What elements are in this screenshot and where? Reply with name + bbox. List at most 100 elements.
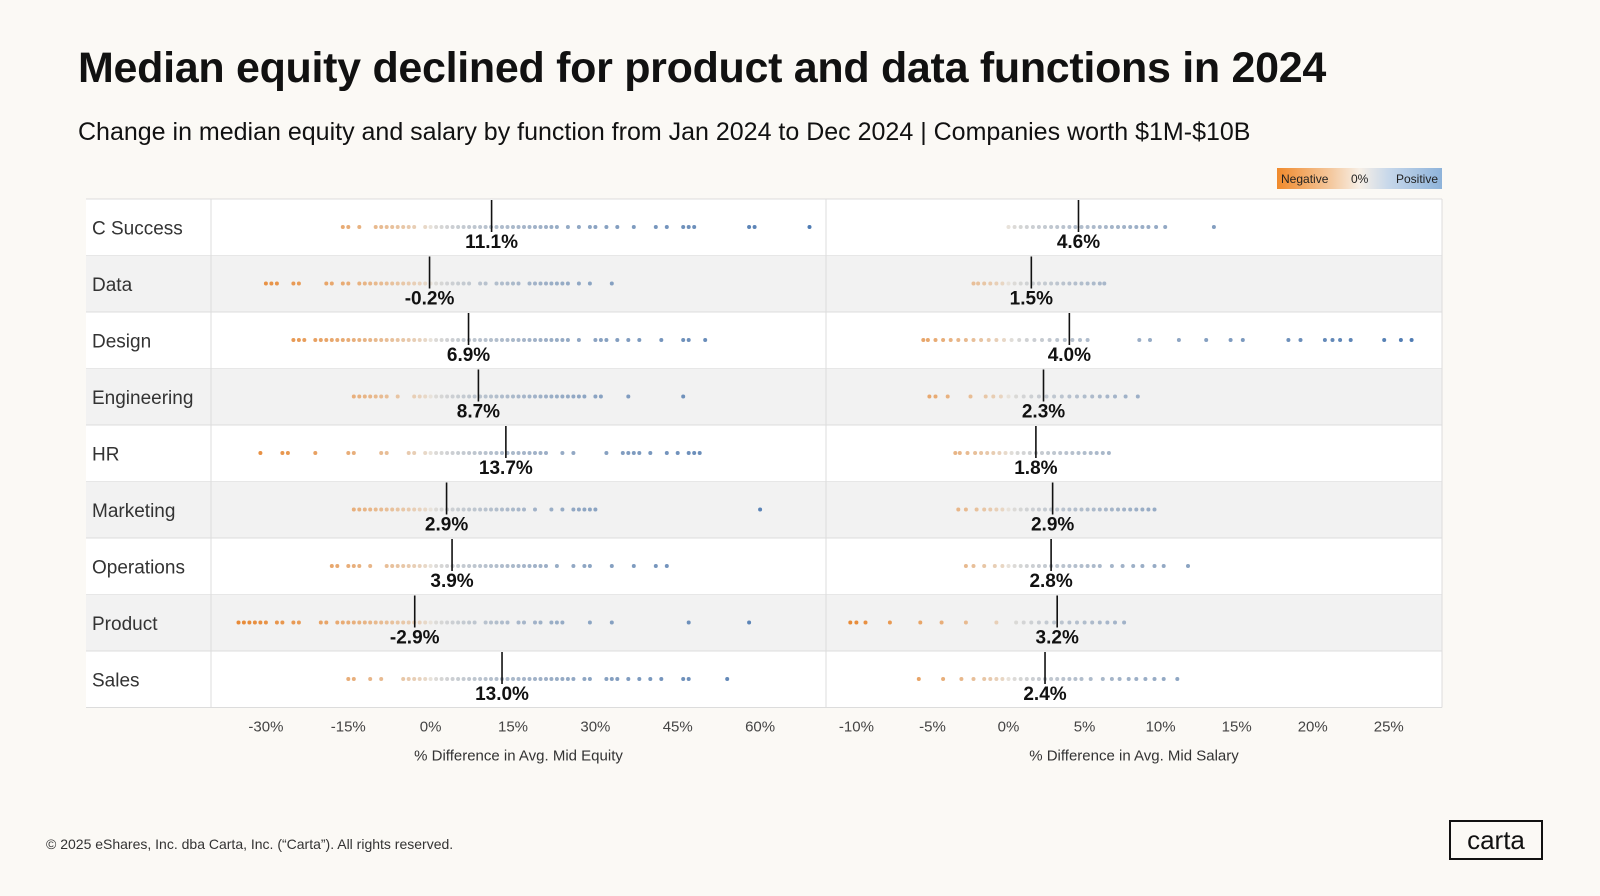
data-point: [991, 451, 996, 455]
data-point: [681, 394, 686, 399]
legend-negative-label: Negative: [1281, 172, 1329, 186]
data-point: [1091, 281, 1096, 286]
data-point: [1012, 225, 1017, 229]
data-point: [516, 564, 521, 568]
data-point: [1088, 451, 1093, 455]
x-tick-label: 15%: [1222, 719, 1252, 736]
data-point: [1091, 564, 1096, 568]
data-point: [379, 338, 384, 342]
data-point: [968, 394, 973, 399]
data-point: [346, 620, 351, 625]
data-point: [368, 281, 373, 286]
data-point: [456, 281, 461, 286]
data-point: [1128, 507, 1133, 512]
data-point: [686, 677, 691, 681]
data-point: [522, 677, 526, 681]
data-point: [956, 507, 961, 512]
row-band: [86, 481, 1442, 538]
data-point: [1097, 620, 1102, 625]
data-point: [379, 451, 384, 455]
data-point: [439, 338, 444, 342]
data-point: [406, 677, 411, 681]
data-point: [626, 451, 631, 455]
data-point: [478, 225, 483, 229]
data-point: [1049, 281, 1054, 286]
data-point: [395, 564, 400, 568]
data-point: [417, 507, 422, 512]
data-point: [434, 451, 439, 455]
data-point: [527, 677, 532, 681]
data-point: [1322, 338, 1327, 342]
data-point: [1076, 451, 1081, 455]
data-point: [1014, 620, 1019, 625]
data-point: [423, 281, 428, 286]
data-point: [631, 225, 636, 229]
data-point: [318, 620, 323, 625]
data-point: [994, 507, 999, 512]
data-point: [971, 564, 976, 568]
data-point: [439, 507, 444, 512]
data-point: [357, 620, 362, 625]
data-point: [1017, 338, 1022, 342]
data-point: [357, 281, 362, 286]
data-point: [384, 451, 389, 455]
data-point: [368, 620, 373, 625]
data-point: [544, 281, 548, 286]
data-point: [527, 281, 532, 286]
data-point: [516, 225, 521, 229]
data-point: [593, 507, 598, 512]
data-point: [472, 507, 477, 512]
data-point: [549, 620, 554, 625]
data-point: [626, 338, 631, 342]
data-point: [472, 677, 477, 681]
data-point: [395, 620, 400, 625]
category-label: HR: [92, 444, 119, 465]
data-point: [571, 394, 576, 399]
data-point: [1067, 281, 1072, 286]
data-point: [527, 338, 532, 342]
data-point: [368, 677, 373, 681]
data-point: [758, 507, 763, 512]
data-point: [991, 394, 996, 399]
data-point: [1097, 281, 1102, 286]
data-point: [346, 564, 351, 568]
data-point: [318, 338, 323, 342]
data-point: [982, 564, 987, 568]
data-point: [1135, 394, 1140, 399]
data-point: [340, 620, 345, 625]
data-point: [544, 564, 548, 568]
data-point: [412, 507, 417, 512]
data-point: [538, 281, 543, 286]
data-point: [538, 225, 543, 229]
data-point: [554, 620, 559, 625]
data-point: [945, 394, 950, 399]
data-point: [1134, 677, 1139, 681]
data-point: [390, 225, 395, 229]
data-point: [401, 620, 406, 625]
data-point: [554, 564, 559, 568]
data-point: [494, 620, 499, 625]
data-point: [1088, 677, 1093, 681]
data-point: [1024, 338, 1029, 342]
data-point: [653, 564, 658, 568]
data-point: [494, 225, 499, 229]
data-point: [1090, 620, 1095, 625]
data-point: [461, 394, 466, 399]
data-point: [456, 507, 461, 512]
data-point: [1024, 677, 1029, 681]
data-point: [478, 564, 483, 568]
data-point: [988, 677, 993, 681]
data-point: [500, 394, 504, 399]
data-point: [291, 338, 296, 342]
data-point: [1055, 507, 1060, 512]
data-point: [401, 338, 406, 342]
data-point: [445, 394, 450, 399]
x-tick-label: -15%: [331, 719, 366, 736]
data-point: [544, 225, 548, 229]
data-point: [854, 620, 859, 625]
data-point: [1105, 620, 1110, 625]
data-point: [582, 507, 587, 512]
data-point: [560, 394, 565, 399]
data-point: [274, 281, 279, 286]
data-point: [576, 507, 581, 512]
